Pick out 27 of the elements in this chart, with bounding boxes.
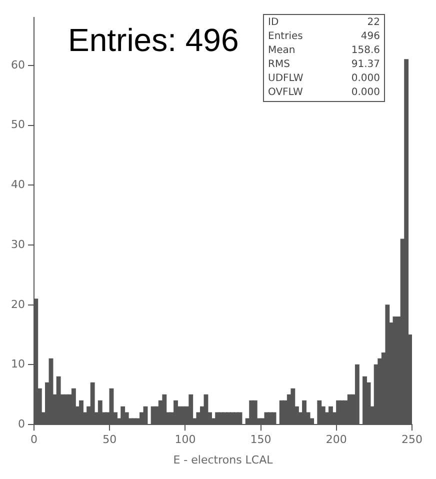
annotation: 0.000	[351, 86, 380, 100]
annotation: 91.37	[351, 58, 380, 72]
x-tick-label: 250	[402, 433, 422, 446]
annotation: ID	[268, 16, 279, 30]
annotation: 0.000	[351, 72, 380, 86]
annotation: 496	[360, 30, 380, 44]
annotation: RMS	[268, 58, 290, 72]
y-tick-label: 0	[18, 417, 25, 430]
y-tick-label: 50	[10, 118, 25, 132]
x-axis-title: E - electrons LCAL	[173, 453, 274, 466]
y-tick-label: 30	[10, 238, 25, 251]
annotation: Mean	[268, 44, 296, 58]
annotation: OVFLW	[268, 86, 303, 100]
x-tick-label: 150	[250, 433, 272, 446]
x-tick-label: 100	[174, 433, 196, 446]
annotation: Entries	[268, 30, 303, 44]
y-tick-label: 40	[10, 178, 25, 192]
x-tick-label: 0	[30, 433, 38, 446]
y-tick-label: 20	[10, 298, 25, 311]
annotation: Entries: 496	[68, 22, 239, 59]
annotation: UDFLW	[268, 72, 304, 86]
x-tick-label: 50	[102, 433, 117, 446]
annotation: 22	[367, 16, 380, 30]
y-tick-label: 60	[10, 58, 25, 72]
x-tick-label: 200	[326, 433, 347, 446]
annotation: 158.6	[351, 44, 380, 58]
y-tick-label: 10	[10, 358, 25, 371]
